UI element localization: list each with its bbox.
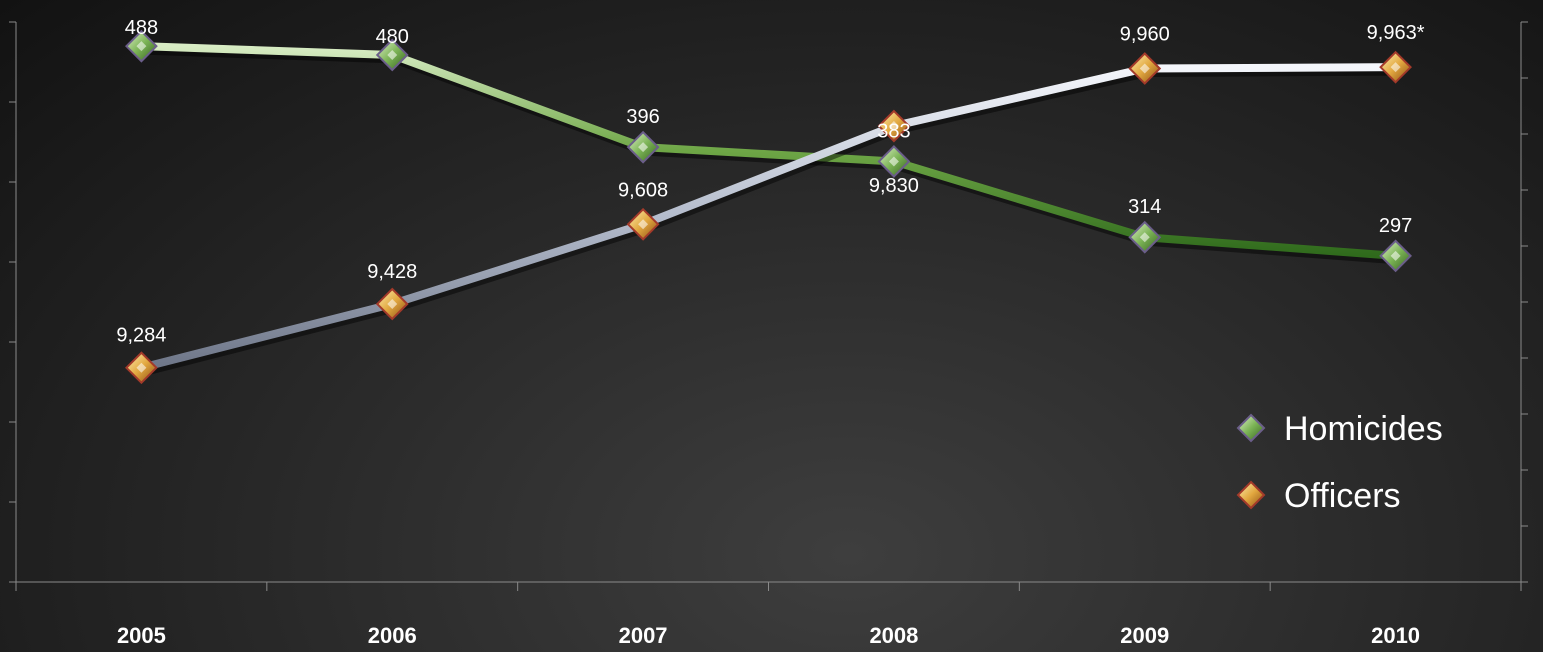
x-tick-label-2005: 2005 [117,623,166,648]
data-label-officers-2010: 9,963* [1367,22,1425,44]
legend-swatch-officers-marker [1236,480,1266,510]
data-label-officers-2006: 9,428 [367,261,417,283]
data-point-highlight-officers-2010 [1390,62,1401,73]
series-line-shadow-officers [142,66,1398,377]
x-tick-labels: 2005 2006 2007 2008 2009 2010 [117,623,1420,648]
series-markers [125,29,1412,385]
legend: Homicides Officers [1218,410,1443,515]
legend-swatch-homicides-marker [1236,413,1266,443]
data-label-officers-2008: 9,830 [869,175,919,197]
legend-item-officers: Officers [1218,477,1401,515]
series-line-officers [137,63,1400,372]
data-labels: 488 480 396 383 314 297 9,284 9,428 9,608 9,830 9,… [116,17,1424,347]
data-point-highlight-homicides-2007 [638,142,649,153]
data-point-highlight-officers-2005 [136,362,147,373]
data-label-homicides-2008: 383 [877,120,910,142]
x-tick-label-2006: 2006 [368,623,417,648]
data-label-homicides-2005: 488 [125,17,158,39]
data-point-highlight-homicides-2009 [1139,232,1150,243]
x-tick-label-2010: 2010 [1371,623,1420,648]
data-label-officers-2007: 9,608 [618,179,668,201]
data-point-highlight-officers-2007 [638,219,649,230]
data-point-highlight-homicides-2006 [387,49,398,60]
data-point-highlight-officers-2009 [1139,63,1150,74]
data-point-highlight-officers-2008 [888,121,899,132]
data-label-homicides-2010: 297 [1379,215,1412,237]
data-label-officers-2009: 9,960 [1120,23,1170,45]
data-label-officers-2005: 9,284 [116,325,166,347]
data-label-homicides-2009: 314 [1128,196,1161,218]
legend-label-officers: Officers [1284,477,1401,515]
series-lines [137,42,1400,377]
data-label-homicides-2007: 396 [626,106,659,128]
data-point-highlight-homicides-2010 [1390,250,1401,261]
data-point-highlight-homicides-2005 [136,41,147,52]
data-label-homicides-2006: 480 [376,26,409,48]
x-tick-label-2009: 2009 [1120,623,1169,648]
data-point-highlight-homicides-2008 [888,156,899,167]
data-point-highlight-officers-2006 [387,298,398,309]
legend-item-homicides: Homicides [1218,410,1443,448]
legend-label-homicides: Homicides [1284,410,1443,448]
axis-ticks [9,21,1528,591]
series-line-homicides [137,42,1400,260]
x-tick-label-2008: 2008 [869,623,918,648]
x-tick-label-2007: 2007 [619,623,668,648]
